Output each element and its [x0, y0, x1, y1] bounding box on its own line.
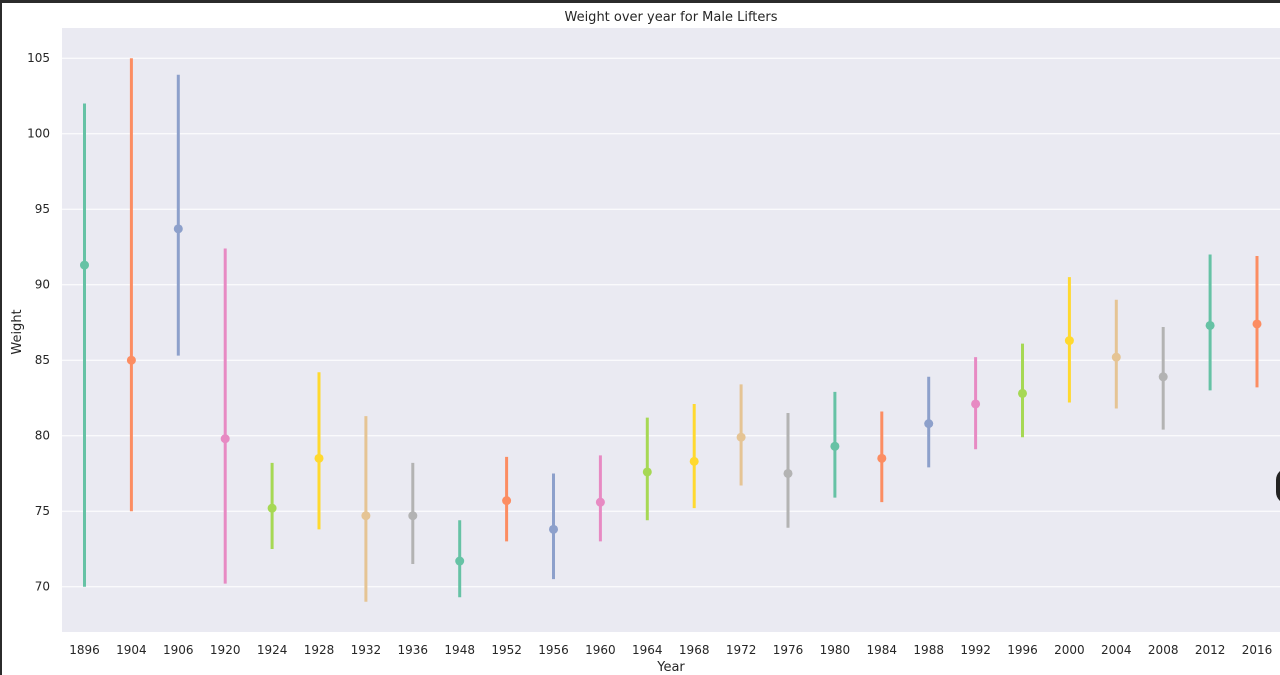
gridlines — [62, 57, 1280, 588]
x-tick-label-1960: 1960 — [585, 643, 616, 657]
data-marks — [80, 58, 1262, 602]
x-tick-label-1932: 1932 — [351, 643, 382, 657]
point-1928 — [314, 453, 324, 463]
point-1952 — [502, 496, 512, 506]
point-1972 — [736, 432, 746, 442]
point-1920 — [220, 434, 230, 444]
x-tick-label-2004: 2004 — [1101, 643, 1132, 657]
x-tick-label-1988: 1988 — [913, 643, 944, 657]
point-1932 — [361, 511, 371, 521]
x-axis-label: Year — [656, 660, 685, 675]
point-1924 — [267, 503, 277, 513]
x-tick-label-1992: 1992 — [960, 643, 991, 657]
x-tick-label-1984: 1984 — [867, 643, 898, 657]
x-tick-label-1996: 1996 — [1007, 643, 1038, 657]
y-tick-label-70: 70 — [35, 580, 50, 594]
chart-title: Weight over year for Male Lifters — [564, 10, 777, 25]
point-1976 — [783, 468, 793, 478]
x-tick-label-1904: 1904 — [116, 643, 147, 657]
point-1988 — [924, 419, 934, 429]
point-1980 — [830, 441, 840, 451]
x-tick-label-1924: 1924 — [257, 643, 288, 657]
x-tick-label-1952: 1952 — [491, 643, 522, 657]
point-1964 — [642, 467, 652, 477]
point-2000 — [1064, 336, 1074, 346]
x-tick-label-1968: 1968 — [679, 643, 710, 657]
point-1992 — [971, 399, 981, 409]
y-axis-ticks: 70 75 80 85 90 95 100 105 — [27, 51, 50, 594]
y-tick-label-95: 95 — [35, 202, 50, 216]
point-2004 — [1111, 352, 1121, 362]
y-tick-label-105: 105 — [27, 51, 50, 65]
x-tick-label-1920: 1920 — [210, 643, 241, 657]
x-tick-label-1964: 1964 — [632, 643, 663, 657]
point-1896 — [80, 260, 89, 270]
point-1984 — [877, 453, 887, 463]
x-tick-label-2016: 2016 — [1242, 643, 1273, 657]
point-2012 — [1205, 320, 1215, 330]
x-tick-label-1906: 1906 — [163, 643, 194, 657]
point-2008 — [1158, 372, 1168, 382]
y-tick-label-80: 80 — [35, 429, 50, 443]
point-1996 — [1018, 388, 1027, 398]
point-1948 — [455, 556, 465, 566]
point-1968 — [689, 456, 699, 466]
x-tick-label-1936: 1936 — [398, 643, 429, 657]
window-top-border — [0, 0, 1280, 3]
point-1906 — [173, 224, 183, 234]
x-tick-label-1976: 1976 — [773, 643, 804, 657]
y-axis-label: Weight — [10, 309, 25, 354]
point-2016 — [1252, 319, 1262, 329]
x-tick-label-1948: 1948 — [444, 643, 475, 657]
y-tick-label-90: 90 — [35, 278, 50, 292]
x-tick-label-2008: 2008 — [1148, 643, 1179, 657]
x-tick-label-1928: 1928 — [304, 643, 335, 657]
floating-widget-handle[interactable] — [1276, 468, 1280, 504]
point-1936 — [408, 511, 418, 521]
point-1956 — [549, 524, 558, 534]
y-tick-label-75: 75 — [35, 504, 50, 518]
x-tick-label-2000: 2000 — [1054, 643, 1085, 657]
window-left-border — [0, 0, 2, 675]
x-axis-ticks: 1896 1904 1906 1920 1924 1928 1932 1936 1948 1952… — [69, 643, 1272, 657]
x-tick-label-1972: 1972 — [726, 643, 757, 657]
y-tick-label-85: 85 — [35, 353, 50, 367]
x-tick-label-1956: 1956 — [538, 643, 569, 657]
point-1960 — [595, 497, 605, 507]
point-1904 — [126, 355, 136, 365]
plot-area — [62, 28, 1280, 632]
x-tick-label-1896: 1896 — [69, 643, 100, 657]
x-tick-label-1980: 1980 — [820, 643, 851, 657]
y-tick-label-100: 100 — [27, 127, 50, 141]
x-tick-label-2012: 2012 — [1195, 643, 1226, 657]
